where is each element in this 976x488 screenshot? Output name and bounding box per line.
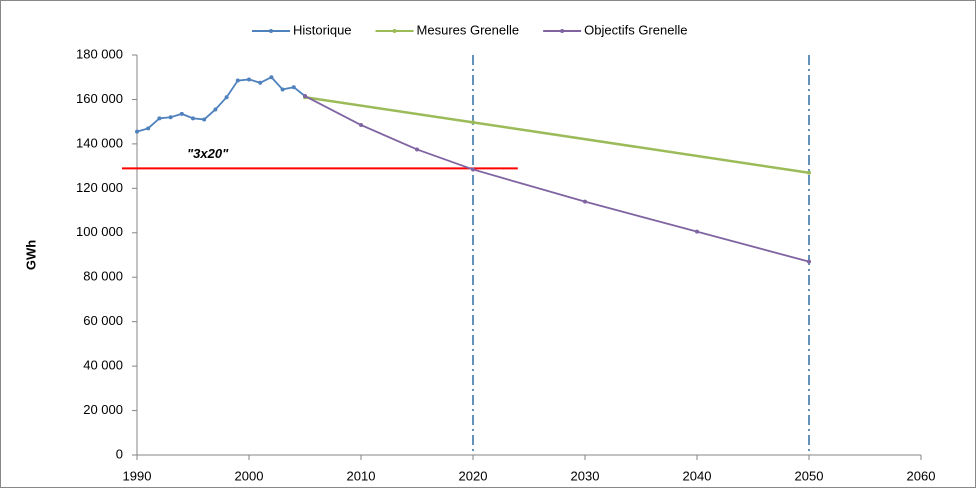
series-marker xyxy=(179,111,184,116)
y-tick-label: 60 000 xyxy=(83,313,123,328)
series-marker xyxy=(269,75,274,80)
y-tick-label: 0 xyxy=(116,446,123,461)
series-marker xyxy=(471,167,475,172)
series-marker xyxy=(583,199,587,204)
series-marker xyxy=(157,116,162,121)
series-marker xyxy=(213,107,218,112)
legend-label: Objectifs Grenelle xyxy=(584,22,687,37)
x-tick-label: 2050 xyxy=(795,468,824,483)
x-tick-label: 2020 xyxy=(459,468,488,483)
series-marker xyxy=(807,170,811,175)
y-tick-label: 80 000 xyxy=(83,269,123,284)
reference-label: "3x20" xyxy=(187,146,229,161)
series-marker xyxy=(415,147,419,152)
x-tick-label: 1990 xyxy=(123,468,152,483)
legend-marker xyxy=(560,29,565,33)
legend-marker xyxy=(269,29,273,33)
series-marker xyxy=(303,94,307,99)
series-marker xyxy=(224,95,229,100)
y-tick-label: 40 000 xyxy=(83,358,123,373)
y-tick-label: 100 000 xyxy=(76,224,123,239)
legend-label: Historique xyxy=(293,22,352,37)
y-axis-label: GWh xyxy=(23,240,38,270)
series-marker xyxy=(146,126,151,131)
series-marker xyxy=(247,77,251,82)
legend-label: Mesures Grenelle xyxy=(417,22,520,37)
series-marker xyxy=(359,123,363,127)
series-marker xyxy=(471,120,475,125)
series-line xyxy=(136,76,306,133)
x-tick-label: 2010 xyxy=(347,468,376,483)
series-marker xyxy=(291,85,296,90)
y-tick-label: 20 000 xyxy=(83,402,123,417)
series-marker xyxy=(807,259,811,264)
series-marker xyxy=(695,229,699,234)
y-tick-label: 180 000 xyxy=(76,46,123,61)
x-tick-label: 2000 xyxy=(235,468,264,483)
y-tick-label: 120 000 xyxy=(76,180,123,195)
series-marker xyxy=(235,78,240,83)
series-marker xyxy=(168,115,173,120)
series-marker xyxy=(258,80,263,85)
x-tick-label: 2030 xyxy=(571,468,600,483)
series-marker xyxy=(135,129,139,134)
series-marker xyxy=(191,116,195,121)
legend-marker xyxy=(392,29,397,33)
x-tick-label: 2040 xyxy=(683,468,712,483)
y-tick-label: 160 000 xyxy=(76,91,123,106)
y-tick-label: 140 000 xyxy=(76,135,123,150)
series-marker xyxy=(202,117,207,122)
x-tick-label: 2060 xyxy=(907,468,936,483)
series-marker xyxy=(280,87,285,92)
